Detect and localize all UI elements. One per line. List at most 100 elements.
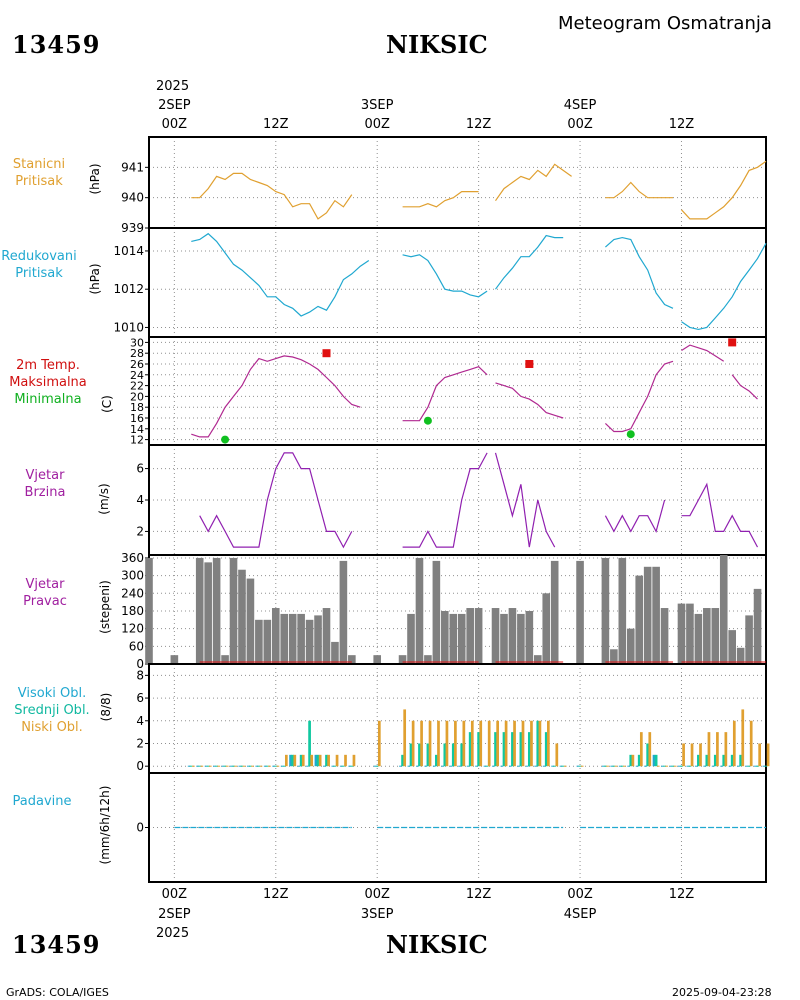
y-tick-label: 1010 — [113, 320, 144, 334]
tmax-marker — [525, 360, 534, 368]
cloud-mid-bar — [451, 743, 455, 767]
cloud-low-bar — [403, 709, 407, 767]
cloud-low-bar — [411, 720, 415, 767]
y-tick-label: 939 — [121, 221, 144, 235]
top-date-label: 3SEP — [361, 98, 394, 113]
y-tick-label: 180 — [121, 604, 144, 618]
cloud-low-bar — [352, 754, 356, 767]
cloud-low-bar — [547, 720, 550, 767]
cloud-low-bar — [377, 720, 381, 767]
wind-dir-bar — [314, 615, 322, 664]
wind-dir-bar — [457, 613, 466, 664]
wind-dir-bar — [246, 578, 255, 664]
cloud-mid-bar — [325, 754, 328, 767]
sea-pressure-line — [191, 232, 370, 317]
wind-dir-bar — [339, 560, 348, 664]
station-name-bottom: NIKSIC — [386, 930, 488, 959]
bottom-date-label: 3SEP — [361, 907, 394, 922]
tmax-marker — [728, 338, 737, 347]
label-sea-pressure: Redukovani Pritisak — [0, 248, 78, 282]
temperature-line — [681, 344, 725, 362]
top-hour-label: 00Z — [364, 117, 390, 132]
wind-dir-bar — [626, 628, 635, 664]
y-tick-label: 941 — [121, 160, 144, 174]
label-clouds-2: Srednji Obl. — [14, 703, 90, 718]
wind-dir-bar — [576, 560, 584, 664]
y-tick-label: 2 — [136, 524, 144, 538]
tmin-marker — [626, 430, 635, 439]
bottom-time-axis: 00Z 2SEP 12Z 00Z 3SEP 12Z 00Z 4SEP 12Z — [158, 887, 694, 922]
wind-speed-line — [604, 499, 666, 534]
y-tick-label: 2 — [136, 736, 144, 750]
cloud-mid-bar — [646, 743, 650, 767]
y-tick-label: 20 — [130, 390, 144, 403]
y-tick-label: 0 — [136, 821, 144, 835]
wind-dir-bar — [466, 608, 474, 664]
cloud-low-bar — [318, 754, 322, 767]
cloud-low-bar — [530, 720, 533, 767]
station-pressure-line — [402, 191, 479, 208]
label-temperature-1: 2m Temp. — [16, 358, 80, 373]
cloud-low-bar — [682, 743, 685, 767]
cloud-low-bar — [301, 754, 305, 767]
wind-dir-bar — [601, 557, 610, 664]
cloud-mid-bar — [739, 754, 742, 767]
cloud-low-bar — [631, 754, 635, 767]
wind-dir-bar — [348, 655, 356, 664]
top-date-label: 2SEP — [158, 98, 191, 113]
panel-clouds: 0 2 4 6 8 — [136, 663, 770, 774]
cloud-low-bar — [707, 732, 711, 767]
cloud-low-bar — [344, 754, 347, 767]
cloud-low-bar — [732, 720, 736, 767]
cloud-mid-bar — [713, 754, 717, 767]
cloud-mid-bar — [401, 754, 404, 767]
meteogram-subtitle: Meteogram Osmatranja — [558, 13, 772, 34]
cloud-low-bar — [639, 732, 643, 767]
top-date-label: 4SEP — [564, 98, 597, 113]
label-sea-pressure-2: Pritisak — [15, 266, 63, 281]
cloud-low-bar — [699, 743, 702, 767]
cloud-low-bar — [420, 720, 423, 767]
cloud-mid-bar — [730, 754, 734, 767]
panel-sea_pressure: 1010 1012 1014 — [113, 227, 767, 338]
wind-speed-line — [199, 452, 353, 549]
cloud-mid-bar — [316, 754, 320, 767]
wind-dir-bar — [508, 608, 517, 664]
cloud-low-bar — [470, 720, 474, 767]
cloud-mid-bar — [637, 754, 641, 767]
wind-dir-bar — [753, 588, 762, 664]
wind-dir-bar — [533, 655, 542, 664]
bottom-hour-label: 12Z — [263, 887, 289, 902]
panels-group: 9399409411010101210141214161820222426283… — [113, 136, 770, 883]
wind-speed-line — [494, 452, 556, 548]
panel-frame — [148, 663, 767, 774]
station-pressure-line — [605, 181, 673, 199]
y-tick-label: 240 — [121, 586, 144, 600]
wind-dir-bar — [652, 566, 660, 664]
temperature-line — [604, 360, 674, 433]
cloud-mid-bar — [418, 743, 421, 767]
wind-dir-bar — [238, 569, 246, 664]
cloud-high-bar — [314, 754, 318, 767]
bottom-date-label: 4SEP — [564, 907, 597, 922]
wind-dir-bar — [635, 575, 644, 664]
top-hour-label: 00Z — [567, 117, 593, 132]
y-tick-label: 6 — [136, 691, 144, 705]
cloud-mid-bar — [705, 754, 709, 767]
y-tick-label: 18 — [130, 401, 144, 414]
wind-dir-bar — [204, 562, 212, 664]
label-station-pressure: Stanicni Pritisak — [0, 156, 78, 190]
cloud-mid-bar — [519, 732, 523, 767]
cloud-mid-bar — [697, 754, 700, 767]
cloud-mid-bar — [435, 754, 438, 767]
top-hour-label: 12Z — [466, 117, 492, 132]
y-tick-label: 26 — [130, 358, 144, 371]
top-hour-label: 00Z — [162, 117, 188, 132]
label-wind-speed-2: Brzina — [24, 485, 66, 500]
cloud-mid-bar — [511, 732, 514, 767]
wind-dir-bar — [263, 619, 272, 664]
cloud-low-bar — [327, 754, 330, 767]
y-tick-label: 1012 — [113, 282, 144, 296]
